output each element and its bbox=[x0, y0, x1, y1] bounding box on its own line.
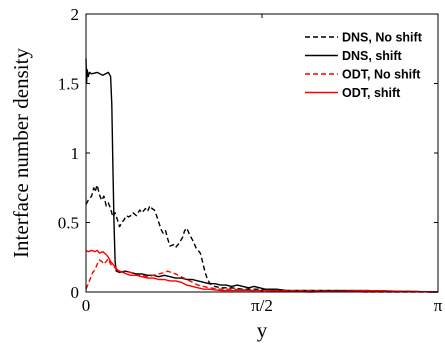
legend-label: ODT, shift bbox=[342, 86, 401, 100]
y-axis-title: Interface number density bbox=[9, 48, 33, 258]
y-tick-label: 1.5 bbox=[58, 75, 79, 94]
legend: DNS, No shift DNS, shift ODT, No shift ODT,… bbox=[305, 31, 423, 100]
legend-label: DNS, No shift bbox=[342, 31, 423, 45]
legend-label: DNS, shift bbox=[342, 49, 403, 63]
y-tick-label: 0 bbox=[71, 283, 80, 302]
y-tick-label: 0.5 bbox=[58, 214, 79, 233]
plot-lines bbox=[85, 58, 438, 293]
y-tick-label: 1 bbox=[71, 144, 80, 163]
y-tick-label: 2 bbox=[71, 5, 80, 24]
x-axis-title: y bbox=[257, 318, 268, 342]
series-line-2 bbox=[85, 257, 438, 293]
x-tick-label: π bbox=[434, 296, 443, 315]
legend-label: ODT, No shift bbox=[342, 68, 421, 82]
axes: 0 π/2 π 0 0.5 1 1.5 2 bbox=[58, 5, 443, 315]
series-line-1 bbox=[85, 58, 438, 293]
series-line-3 bbox=[85, 249, 438, 293]
x-tick-label: 0 bbox=[82, 296, 91, 315]
x-tick-label: π/2 bbox=[251, 296, 273, 315]
